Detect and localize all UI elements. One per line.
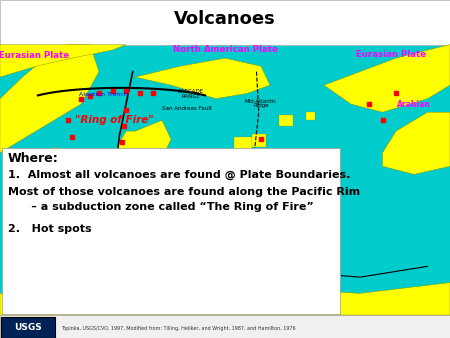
Text: Where:: Where: bbox=[8, 152, 58, 165]
Polygon shape bbox=[117, 120, 171, 174]
Text: Arabian: Arabian bbox=[397, 100, 431, 109]
Text: 2.   Hot spots: 2. Hot spots bbox=[8, 224, 91, 235]
Bar bbox=[0, 0, 450, 45]
Bar bbox=[2, 148, 340, 314]
Polygon shape bbox=[135, 58, 270, 99]
Text: Eurasian Plate: Eurasian Plate bbox=[356, 50, 427, 58]
Text: 1.  Almost all volcanoes are found @ Plate Boundaries.: 1. Almost all volcanoes are found @ Plat… bbox=[8, 169, 350, 179]
Text: Ridge: Ridge bbox=[253, 103, 269, 108]
Bar bbox=[234, 137, 252, 153]
Polygon shape bbox=[0, 45, 99, 153]
Text: Topinka, USGS/CVO, 1997, Modified from: Tilling, Heliker, and Wright, 1987, and : Topinka, USGS/CVO, 1997, Modified from: … bbox=[61, 326, 295, 331]
Polygon shape bbox=[54, 147, 117, 207]
Bar bbox=[306, 112, 315, 120]
Text: San Andreas Fault: San Andreas Fault bbox=[162, 106, 212, 111]
Text: Aleutian Trench: Aleutian Trench bbox=[79, 92, 128, 97]
Text: Volcanoes: Volcanoes bbox=[174, 10, 276, 28]
Text: Mid-Atlantic: Mid-Atlantic bbox=[245, 99, 277, 104]
Text: "Ring of Fire": "Ring of Fire" bbox=[76, 115, 154, 125]
Text: CASCADE: CASCADE bbox=[178, 89, 204, 94]
Text: – a subduction zone called “The Ring of Fire”: – a subduction zone called “The Ring of … bbox=[8, 202, 313, 212]
Text: North American Plate: North American Plate bbox=[172, 45, 278, 53]
Bar bbox=[252, 134, 266, 147]
Text: USGS: USGS bbox=[14, 323, 42, 332]
Polygon shape bbox=[324, 45, 450, 112]
Text: RANGE: RANGE bbox=[182, 94, 201, 99]
Polygon shape bbox=[382, 112, 450, 174]
Text: Eurasian Plate: Eurasian Plate bbox=[0, 51, 69, 60]
Text: Antarctic Plate: Antarctic Plate bbox=[202, 298, 275, 307]
Bar bbox=[279, 115, 292, 126]
FancyBboxPatch shape bbox=[1, 317, 55, 338]
Bar bbox=[0, 315, 450, 338]
Text: Most of those volcanoes are found along the Pacific Rim: Most of those volcanoes are found along … bbox=[8, 187, 360, 197]
Polygon shape bbox=[0, 283, 450, 315]
Polygon shape bbox=[0, 45, 126, 77]
Bar bbox=[0, 45, 450, 315]
